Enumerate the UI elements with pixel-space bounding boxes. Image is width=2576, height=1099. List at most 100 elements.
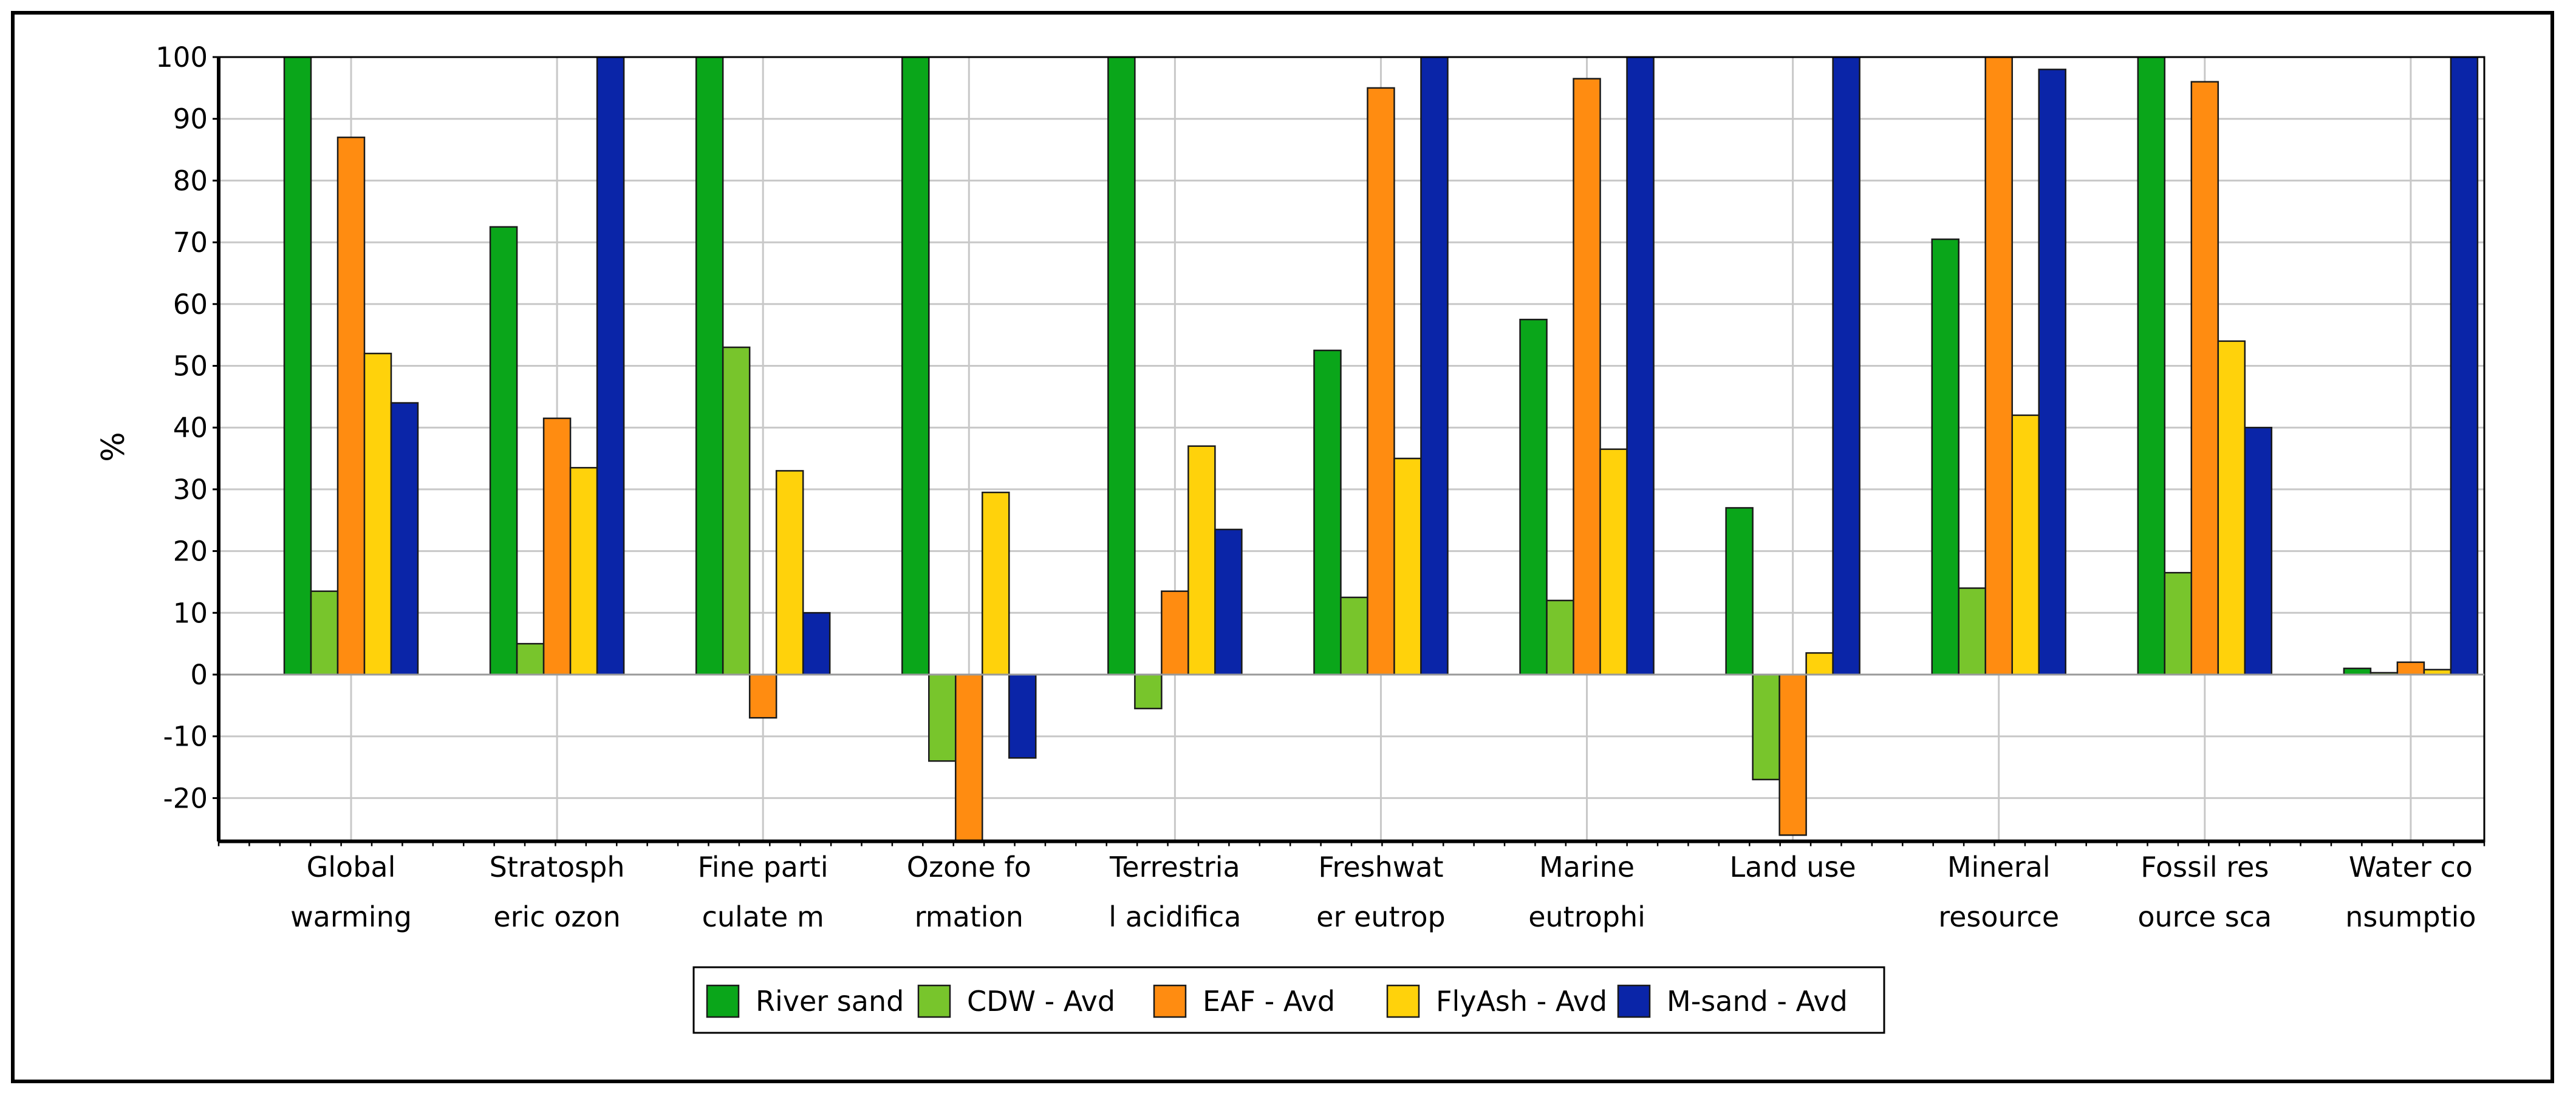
bar xyxy=(1107,56,1136,676)
bar xyxy=(2217,340,2246,676)
x-category-label: Mineral xyxy=(1947,851,2051,883)
bar xyxy=(1134,673,1163,710)
bar xyxy=(1008,673,1037,759)
bar xyxy=(2396,661,2425,676)
axes xyxy=(213,56,2485,846)
x-category-label: Fine parti xyxy=(698,851,828,883)
y-tick-label: 60 xyxy=(173,288,208,321)
y-tick-label: 10 xyxy=(173,597,208,629)
y-tick-label: 20 xyxy=(173,536,208,568)
y-tick-label: 40 xyxy=(173,412,208,444)
x-category-label: culate m xyxy=(702,900,824,933)
bar xyxy=(1958,587,1986,676)
bar xyxy=(542,417,572,676)
x-category-label: eutrophi xyxy=(1528,900,1645,933)
bar xyxy=(1599,448,1628,676)
bar xyxy=(1626,56,1655,676)
x-category-label: Water co xyxy=(2349,851,2473,883)
y-tick-label: 50 xyxy=(173,350,208,383)
bar xyxy=(1778,673,1807,836)
bar xyxy=(2011,414,2040,676)
legend-swatch xyxy=(1617,984,1651,1018)
legend-label: River sand xyxy=(756,985,904,1018)
x-category-label: Marine xyxy=(1539,851,1635,883)
y-tick-label: 70 xyxy=(173,226,208,259)
bar xyxy=(1214,528,1243,676)
bar xyxy=(1161,590,1189,676)
legend: River sand CDW - Avd EAF - Avd FlyAsh - Avd… xyxy=(692,966,1885,1034)
bar xyxy=(363,352,392,676)
x-category-label: l acidifica xyxy=(1109,900,1241,933)
bar xyxy=(569,467,598,676)
x-category-label: Global xyxy=(307,851,396,883)
bar xyxy=(337,136,366,676)
x-category-label: Ozone fo xyxy=(907,851,1031,883)
legend-swatch xyxy=(706,984,740,1018)
x-category-label: eric ozon xyxy=(493,900,621,933)
bar xyxy=(955,673,983,842)
bar xyxy=(1984,56,2013,676)
bar xyxy=(695,56,724,676)
bar xyxy=(2244,426,2273,676)
x-category-label: Stratosph xyxy=(490,851,625,883)
bar xyxy=(1367,87,1395,676)
bar xyxy=(1187,445,1216,676)
bar xyxy=(283,56,312,676)
bar xyxy=(722,346,751,676)
x-category-label: rmation xyxy=(915,900,1023,933)
bar xyxy=(2190,81,2219,676)
y-tick-label: 90 xyxy=(173,103,208,135)
bar xyxy=(1573,78,1601,676)
bar xyxy=(310,590,339,676)
bar xyxy=(2038,69,2066,676)
x-category-label: nsumptio xyxy=(2345,900,2476,933)
bar xyxy=(1931,238,1959,676)
bar xyxy=(596,56,625,676)
x-category-label: ource sca xyxy=(2137,900,2272,933)
bar xyxy=(1832,56,1860,676)
bar xyxy=(1805,652,1834,676)
bar xyxy=(1420,56,1449,676)
x-category-label: warming xyxy=(290,900,412,933)
bar xyxy=(1725,507,1754,676)
legend-label: M-sand - Avd xyxy=(1667,985,1848,1018)
bar xyxy=(802,612,831,676)
y-axis-title: % xyxy=(95,432,132,461)
legend-swatch xyxy=(1386,984,1420,1018)
bar xyxy=(1313,349,1342,676)
bar xyxy=(1752,673,1780,781)
legend-label: CDW - Avd xyxy=(967,985,1115,1018)
bar xyxy=(901,56,930,676)
bar xyxy=(516,642,545,676)
bar xyxy=(2343,667,2372,676)
x-category-label: er eutrop xyxy=(1316,900,1446,933)
x-category-label: resource xyxy=(1938,900,2059,933)
bar xyxy=(2450,56,2479,676)
bar xyxy=(775,470,804,676)
bar xyxy=(2164,571,2193,676)
bar xyxy=(390,402,419,676)
x-category-label: Freshwat xyxy=(1318,851,1443,883)
bar xyxy=(489,226,518,676)
legend-swatch xyxy=(1153,984,1187,1018)
y-tick-label: 0 xyxy=(190,659,208,691)
bar xyxy=(1546,599,1574,676)
y-tick-label: -10 xyxy=(163,721,208,753)
y-tick-label: 80 xyxy=(173,165,208,197)
bar xyxy=(748,673,777,719)
legend-label: FlyAsh - Avd xyxy=(1436,985,1607,1018)
bar xyxy=(1393,457,1422,676)
bars xyxy=(283,56,2479,842)
y-tick-label: -20 xyxy=(163,782,208,814)
bar xyxy=(1340,596,1368,676)
y-tick-label: 100 xyxy=(155,41,208,73)
legend-label: EAF - Avd xyxy=(1203,985,1335,1018)
y-tick-label: 30 xyxy=(173,474,208,506)
bar xyxy=(928,673,957,762)
legend-box xyxy=(692,966,1885,1034)
bar xyxy=(1519,318,1548,676)
x-category-label: Terrestria xyxy=(1109,851,1240,883)
x-category-label: Fossil res xyxy=(2140,851,2269,883)
